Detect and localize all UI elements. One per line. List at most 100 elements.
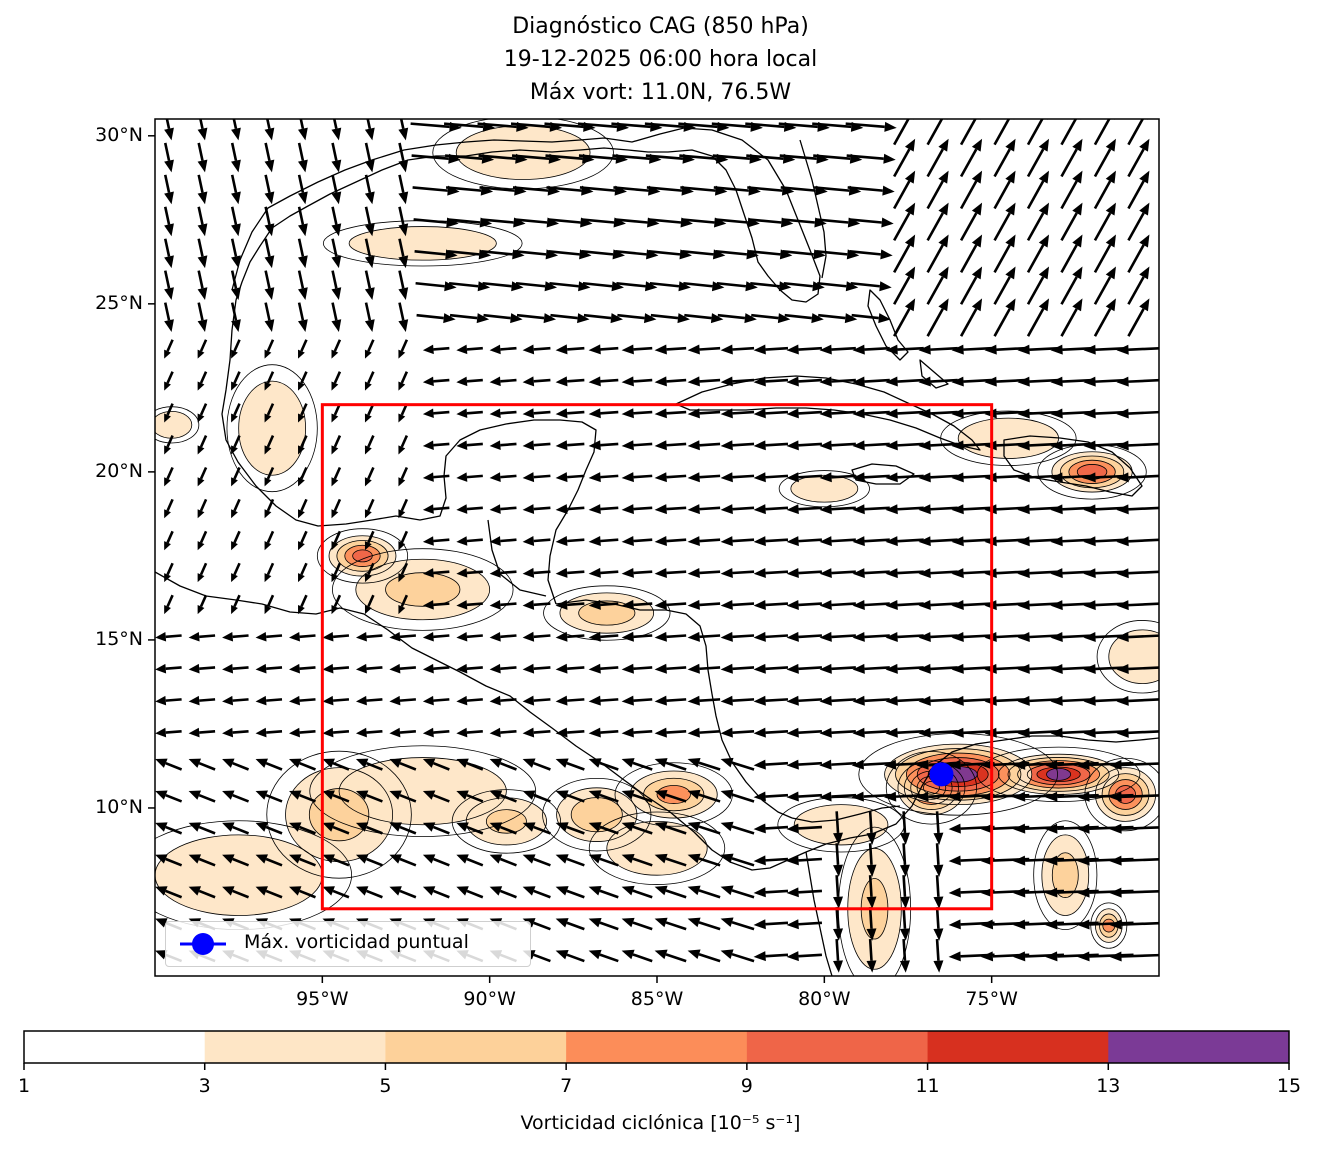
wind-vector-head [1017, 536, 1030, 547]
wind-vector-shaft [845, 122, 885, 129]
wind-vector-shaft [963, 666, 992, 671]
wind-vector-head [364, 445, 372, 455]
wind-vector-head [819, 791, 832, 802]
wind-vector-shaft [399, 634, 416, 639]
wind-vector-shaft [533, 410, 551, 415]
wind-vector-head [753, 376, 766, 387]
wind-vector-shaft [366, 666, 383, 670]
wind-vector-shaft [466, 570, 483, 575]
wind-vector-shaft [1093, 308, 1112, 337]
wind-vector [621, 344, 653, 355]
wind-vector [933, 938, 944, 973]
wind-vector [522, 854, 551, 867]
wind-vector-head [522, 631, 535, 642]
wind-vector-head [289, 663, 300, 674]
wind-vector-shaft [765, 857, 789, 862]
wind-vector-head [720, 504, 733, 515]
wind-vector-shaft [698, 761, 721, 771]
wind-vector-head [1146, 119, 1149, 120]
wind-vector-head [951, 376, 964, 387]
wind-vector-shaft [1025, 953, 1065, 958]
wind-vector-shaft [511, 154, 550, 161]
wind-vector [289, 695, 316, 706]
wind-vector-head [654, 758, 668, 768]
wind-vector [899, 811, 910, 845]
vorticity-contour [884, 743, 1033, 806]
wind-vector-head [489, 536, 501, 546]
wind-vector-shaft [632, 793, 653, 803]
wind-vector-shaft [779, 154, 817, 161]
wind-vector-shaft [299, 666, 316, 670]
wind-vector-head [753, 791, 766, 802]
wind-vector-shaft [632, 761, 653, 771]
wind-vector-shaft [165, 793, 183, 803]
wind-vector-shaft [665, 825, 687, 835]
vorticity-patch [456, 125, 591, 180]
wind-vector-shaft [926, 244, 944, 273]
wind-vector [588, 695, 619, 706]
wind-vector-head [1017, 472, 1030, 483]
wind-vector-shaft [1128, 506, 1159, 511]
wind-vector-head [443, 313, 456, 324]
colorbar-segment [746, 1031, 929, 1063]
wind-vector [164, 119, 174, 141]
wind-vector-head [885, 600, 898, 611]
colorbar-segment [927, 1031, 1109, 1063]
wind-vector-shaft [199, 119, 204, 129]
wind-vector-head [971, 266, 983, 280]
wind-vector-shaft [300, 371, 308, 384]
wind-vector-head [522, 440, 535, 451]
wind-vector-shaft [647, 218, 682, 224]
wind-vector-head [918, 695, 931, 706]
wind-vector-shaft [566, 857, 585, 867]
wind-vector-head [364, 159, 375, 173]
wind-vector-shaft [681, 218, 715, 224]
wind-vector-shaft [399, 762, 417, 771]
wind-vector-shaft [831, 793, 857, 798]
wind-vector [918, 695, 958, 706]
wind-vector [621, 376, 653, 387]
wind-vector [197, 371, 208, 391]
wind-vector-head [322, 854, 335, 864]
wind-vector-shaft [765, 570, 789, 575]
wind-vector-shaft [1127, 244, 1145, 273]
wind-vector-head [753, 695, 766, 706]
wind-vector-shaft [398, 302, 405, 321]
wind-vector-shaft [466, 857, 484, 867]
wind-vector-head [899, 864, 910, 877]
wind-vector-shaft [897, 474, 924, 479]
wind-vector [893, 138, 916, 178]
wind-vector [456, 600, 483, 610]
wind-vector-shaft [466, 442, 483, 447]
wind-vector-head [222, 790, 235, 800]
wind-vector-head [555, 854, 569, 864]
wind-vector-head [1013, 823, 1026, 834]
wind-vector-head [899, 896, 910, 909]
wind-vector-shaft [996, 474, 1026, 479]
wind-vector-head [852, 568, 865, 579]
wind-vector [753, 727, 789, 738]
wind-vector-shaft [1093, 148, 1112, 178]
wind-vector-shaft [666, 634, 687, 639]
wind-vector [522, 758, 551, 771]
wind-vector-shaft [500, 346, 517, 351]
wind-vector-shaft [864, 602, 890, 607]
wind-vector-shaft [959, 119, 977, 146]
wind-vector-head [654, 376, 667, 387]
wind-vector-head [355, 727, 367, 738]
wind-vector-head [289, 854, 302, 864]
wind-vector-shaft [544, 122, 584, 129]
wind-vector [163, 142, 174, 173]
wind-vector-head [1017, 663, 1030, 674]
wind-vector [786, 536, 823, 547]
wind-vector-shaft [868, 843, 873, 865]
wind-vector [555, 822, 585, 835]
wind-vector [1116, 632, 1159, 643]
wind-vector [683, 281, 725, 292]
wind-vector-head [297, 191, 308, 205]
wind-vector [588, 790, 619, 803]
wind-vector-head [984, 344, 997, 355]
wind-vector [753, 504, 789, 515]
wind-vector [687, 344, 721, 355]
wind-vector-head [555, 631, 568, 642]
